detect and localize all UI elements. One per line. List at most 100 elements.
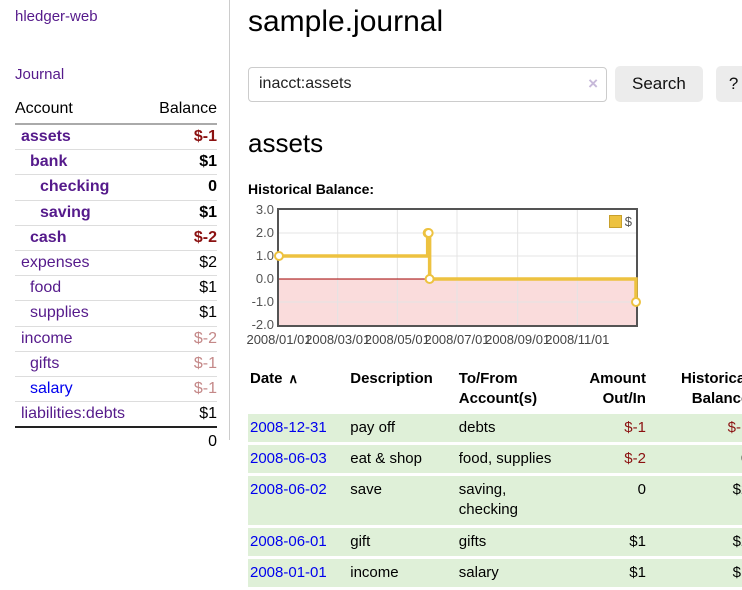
chart-plot[interactable]: $ [274,208,641,327]
transaction-balance-cell: $-1 [647,413,742,442]
account-balance: 0 [147,174,217,201]
clear-search-icon[interactable]: × [588,73,598,93]
y-axis-tick-label: -1.0 [251,294,274,309]
account-row: bank $1 [15,149,217,176]
transaction-amount-cell: $1 [554,558,648,587]
account-row: checking 0 [15,174,217,201]
page-title: sample.journal [248,5,444,38]
transaction-balance-cell: $2 [647,476,742,525]
transaction-date-cell: 2008-01-01 [248,558,349,587]
account-row: supplies $1 [15,300,217,327]
chart-legend: $ [608,214,632,229]
transaction-date-link[interactable]: 2008-06-03 [250,449,327,467]
transaction-date-link[interactable]: 2008-06-01 [250,532,327,550]
transaction-description-cell: save [348,476,457,525]
chart-title: Historical Balance: [248,181,375,197]
transaction-balance-cell: $2 [647,527,742,556]
transaction-accounts-cell: gifts [456,527,555,556]
transaction-accounts-cell: saving, checking [456,476,555,525]
description-column-header: Description [350,370,433,387]
account-column-header: Account [15,98,148,125]
account-total-row: 0 [15,426,217,455]
account-link-income[interactable]: income [21,329,73,347]
transaction-date-link[interactable]: 2008-12-31 [250,418,327,436]
brand: hledger-web [15,8,217,26]
account-balance: $-1 [147,124,217,151]
account-link-expenses[interactable]: expenses [21,253,90,271]
search-box: × [248,66,607,102]
brand-link[interactable]: hledger-web [15,8,98,25]
account-link-gifts[interactable]: gifts [30,354,60,372]
account-row: assets $-1 [15,124,217,151]
account-balance: $2 [147,250,217,277]
sidebar: hledger-web Journal Account Balance asse… [0,0,230,455]
transaction-balance-cell: $1 [647,558,742,587]
transaction-date-cell: 2008-06-03 [248,444,349,473]
account-link-salary[interactable]: salary [30,379,73,397]
account-link-checking[interactable]: checking [40,178,110,196]
account-name-cell: cash [15,225,148,251]
transaction-accounts-cell: food, supplies [456,444,555,473]
x-axis-tick-label: 2008/01/01 [246,332,312,347]
account-name-cell: liabilities:debts [15,401,148,428]
account-balance: $1 [147,300,217,327]
search-input[interactable] [248,66,607,102]
balance-column-header: Historical Balance [680,370,742,408]
account-row: cash $-2 [15,225,217,251]
account-link-liabilities-debts[interactable]: liabilities:debts [21,405,126,423]
account-balance: $1 [147,149,217,176]
legend-label: $ [624,214,632,229]
account-row: salary $-1 [15,376,217,403]
account-link-cash[interactable]: cash [30,228,67,246]
account-link-food[interactable]: food [30,279,62,297]
y-axis-tick-label: 2.0 [255,225,274,240]
transaction-amount-cell: 0 [554,476,648,525]
account-name-cell: expenses [15,250,148,277]
y-axis-tick-label: 3.0 [255,202,274,217]
account-name-cell: checking [15,174,148,201]
sort-asc-icon: ∧ [288,371,299,386]
help-button[interactable]: ? [715,66,742,102]
balance-chart: $ 3.0 2.0 1.0 0.0 -1.0 -2.0 2008/01/01 2008/03/… [246,202,742,349]
main-content: sample.journal × Search ? assets Histori… [230,0,742,590]
transaction-date-link[interactable]: 2008-06-02 [250,481,327,498]
account-link-supplies[interactable]: supplies [30,304,89,322]
account-balance: $-1 [147,376,217,403]
transaction-amount-cell: $-1 [554,413,648,442]
account-row: expenses $2 [15,250,217,277]
account-balance: $-2 [147,326,217,352]
account-balance: $1 [147,275,217,302]
account-link-assets[interactable]: assets [21,128,71,145]
register-header-row: Date ∧ Description To/From Account(s) Amo… [248,368,742,411]
account-name-cell: gifts [15,351,148,377]
y-axis-tick-label: 1.0 [255,248,274,263]
transaction-date-link[interactable]: 2008-01-01 [250,563,327,581]
account-heading: assets [248,128,324,158]
account-link-bank[interactable]: bank [30,153,68,171]
account-total-balance: 0 [147,426,217,455]
transaction-accounts-cell: debts [456,413,555,442]
x-axis-tick-label: 2008/11/01 [545,332,610,347]
account-row: liabilities:debts $1 [15,401,217,428]
balance-column-header: Balance [147,98,217,125]
legend-swatch-icon [608,215,622,228]
y-axis-tick-label: 0.0 [255,271,274,286]
account-link-saving[interactable]: saving [40,203,91,221]
account-row: income $-2 [15,326,217,352]
date-column-header[interactable]: Date ∧ [250,370,299,387]
account-name-cell: supplies [15,300,148,327]
transaction-amount-cell: $-2 [554,444,648,473]
account-name-cell: assets [15,124,148,151]
account-name-cell: income [15,326,148,352]
account-row: saving $1 [15,200,217,226]
journal-link[interactable]: Journal [15,66,65,83]
account-name-cell: bank [15,149,148,176]
search-button[interactable]: Search [615,66,703,102]
transaction-accounts-cell: salary [456,558,555,587]
transaction-description-cell: eat & shop [348,444,457,473]
